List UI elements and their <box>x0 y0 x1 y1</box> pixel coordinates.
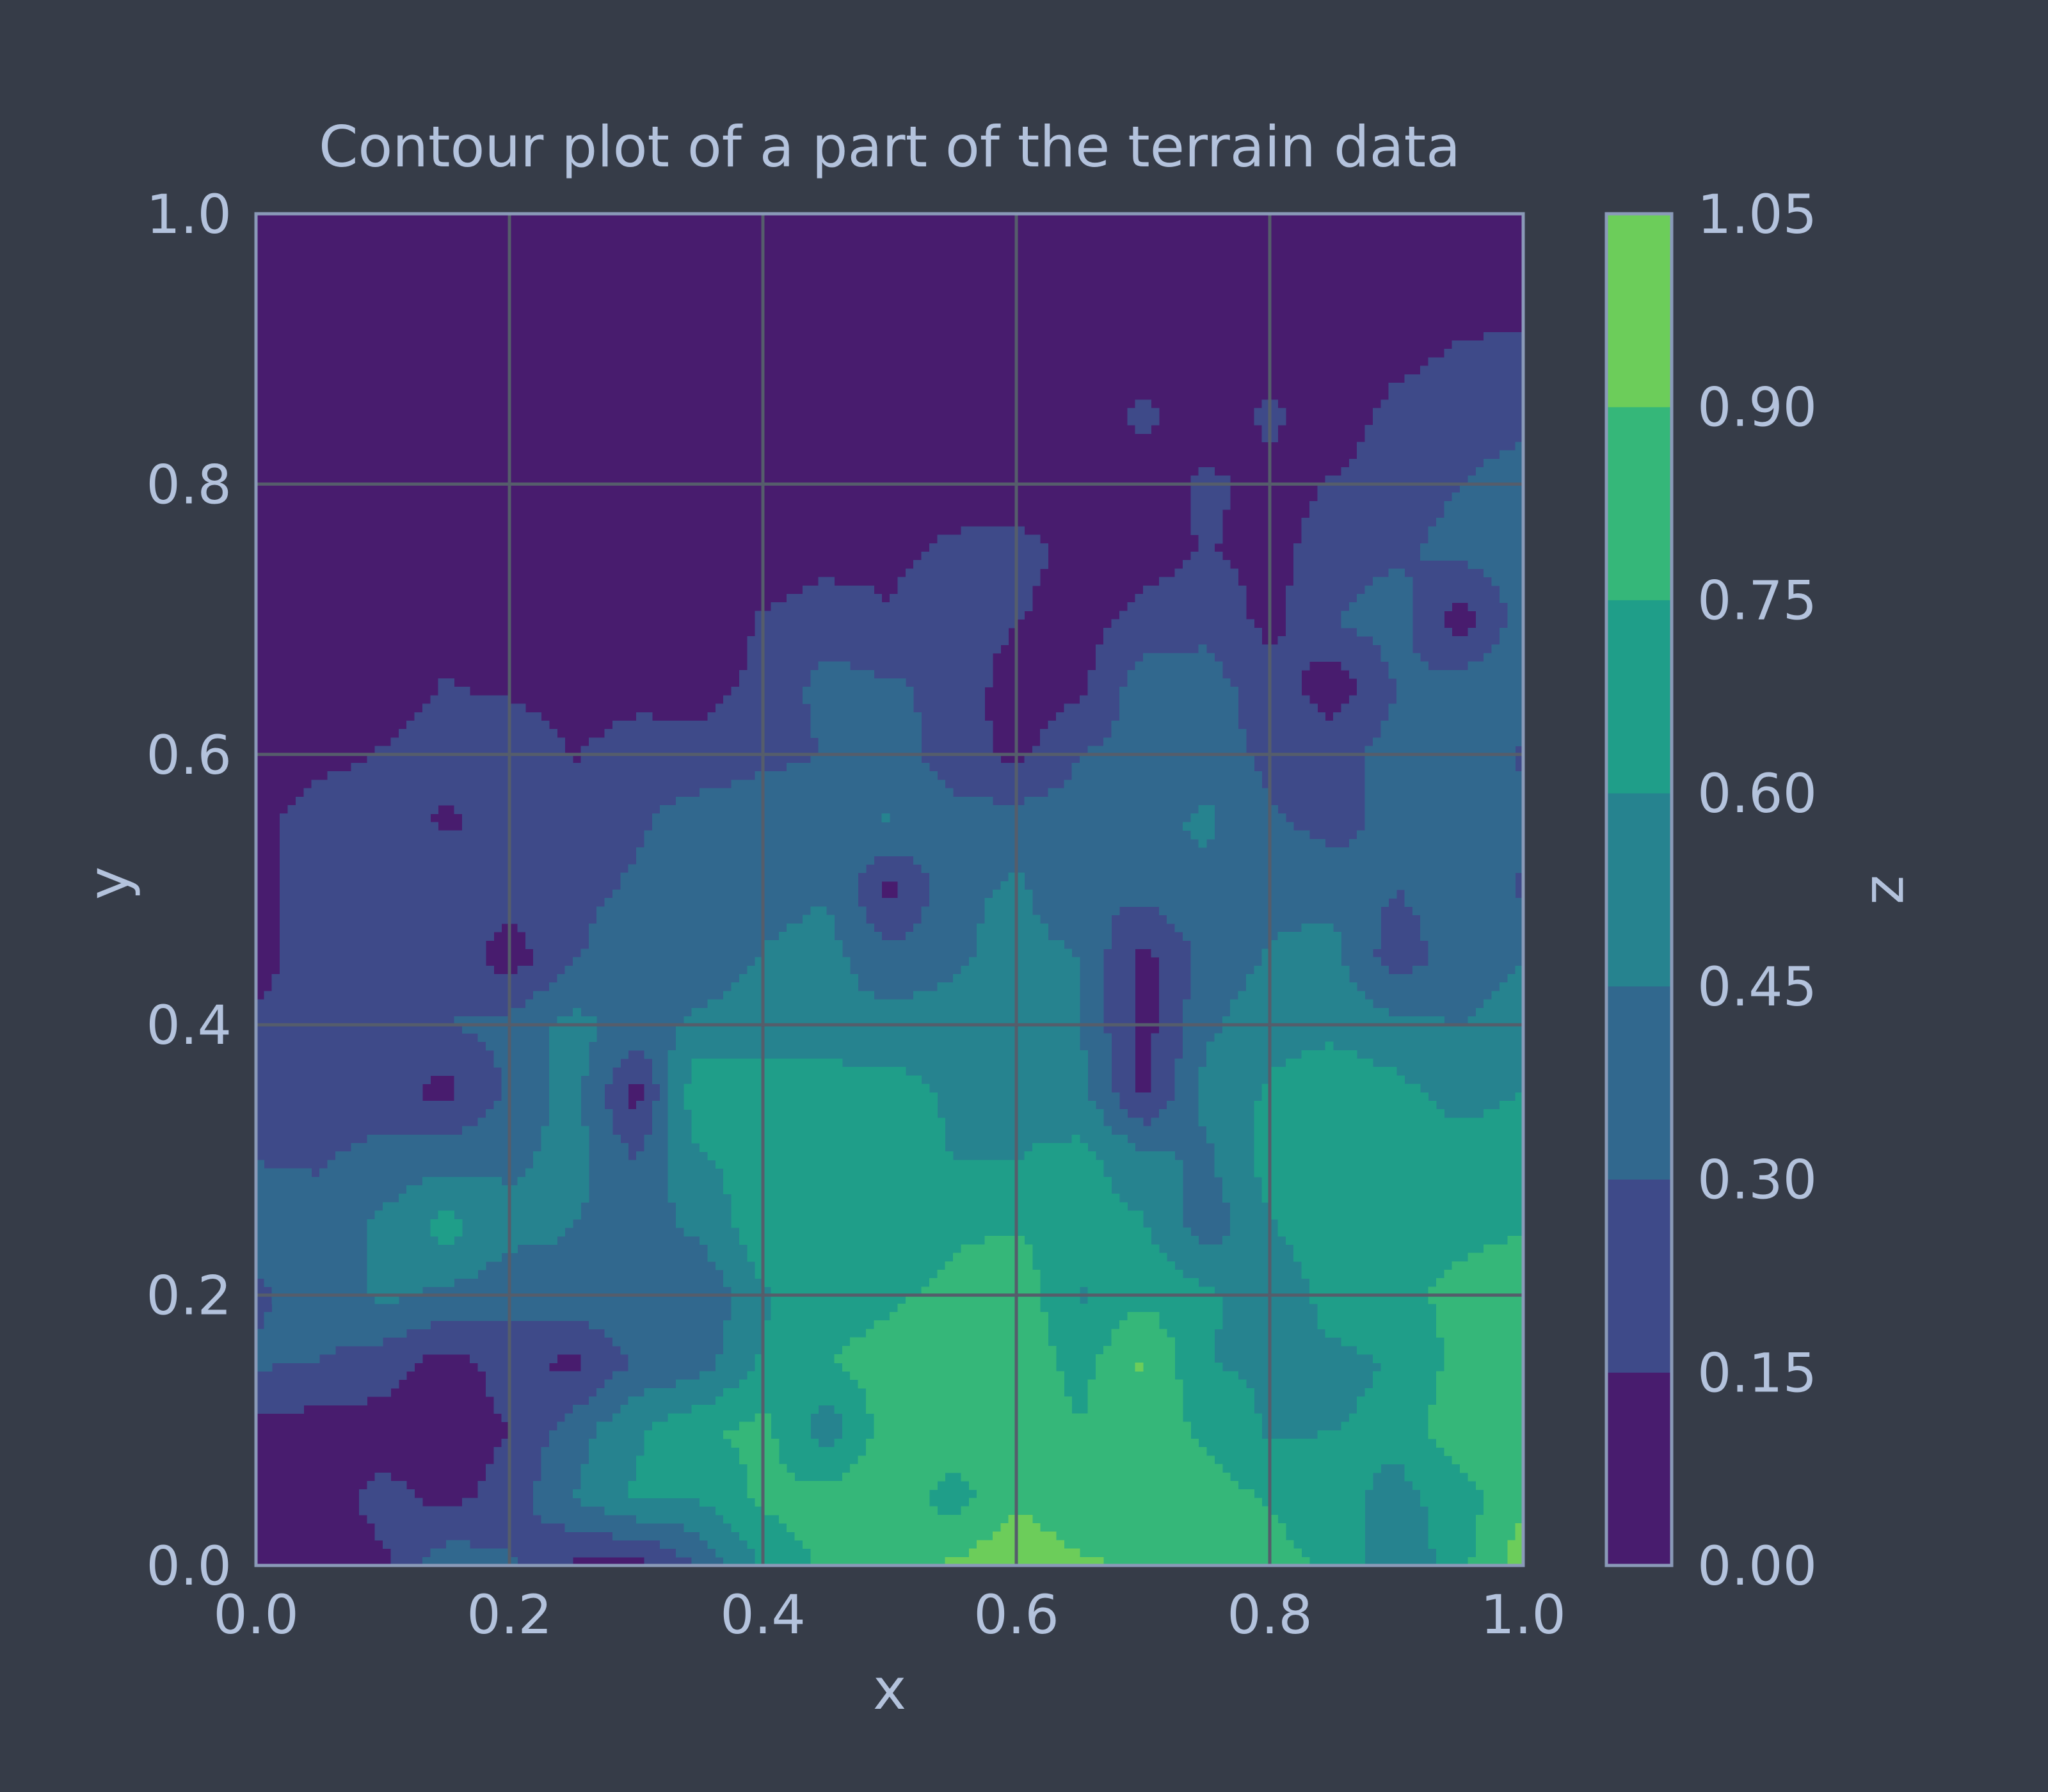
colorbar-segment-2 <box>1606 986 1672 1180</box>
colorbar-tick-label: 0.00 <box>1697 1535 1817 1597</box>
colorbar-segment-5 <box>1606 406 1672 600</box>
x-tick-label: 0.2 <box>467 1583 552 1646</box>
colorbar-ticks: 0.00 0.15 0.30 0.45 0.60 0.75 0.90 1.05 <box>1697 183 1817 1597</box>
contour-band-1 <box>255 332 1524 1566</box>
contour-band-3 <box>367 805 1524 1566</box>
colorbar-segment-1 <box>1606 1179 1672 1373</box>
y-tick-label: 0.8 <box>146 453 232 516</box>
colorbar-tick-label: 0.75 <box>1697 569 1817 632</box>
chart-title: Contour plot of a part of the terrain da… <box>319 114 1460 180</box>
contour-band-4 <box>430 1041 1524 1566</box>
colorbar-frame <box>1604 212 1674 1567</box>
contour-band-5 <box>723 1236 1524 1566</box>
contour-band-2 <box>255 442 1524 1566</box>
colorbar-segment-0 <box>1606 1372 1672 1566</box>
x-tick-label: 0.8 <box>1227 1583 1313 1646</box>
y-tick-label: 0.2 <box>146 1265 232 1327</box>
colorbar <box>1606 214 1672 1566</box>
colorbar-tick-label: 0.60 <box>1697 762 1817 825</box>
x-tick-label: 0.4 <box>720 1583 806 1646</box>
colorbar-segment-4 <box>1606 600 1672 794</box>
colorbar-tick-label: 0.30 <box>1697 1149 1817 1212</box>
colorbar-tick-label: 0.15 <box>1697 1341 1817 1404</box>
x-tick-label: 1.0 <box>1480 1583 1566 1646</box>
y-axis-label: y <box>76 867 141 900</box>
x-tick-label: 0.6 <box>973 1583 1059 1646</box>
plot-frame <box>254 212 1525 1567</box>
x-axis-ticks: 0.0 0.2 0.4 0.6 0.8 1.0 <box>213 1583 1566 1646</box>
x-tick-label: 0.0 <box>213 1583 299 1646</box>
colorbar-segment-6 <box>1606 214 1672 408</box>
y-tick-label: 1.0 <box>146 183 232 246</box>
contour-band-6 <box>945 1363 1524 1566</box>
y-axis-ticks: 0.0 0.2 0.4 0.6 0.8 1.0 <box>146 183 232 1597</box>
y-tick-label: 0.6 <box>146 724 232 787</box>
contour-band-0 <box>255 214 1524 1566</box>
colorbar-tick-label: 1.05 <box>1697 183 1817 246</box>
colorbar-segment-3 <box>1606 793 1672 987</box>
colorbar-tick-label: 0.45 <box>1697 956 1817 1018</box>
y-tick-label: 0.4 <box>146 994 232 1057</box>
plot-area <box>255 214 1524 1566</box>
colorbar-label: z <box>1859 875 1924 904</box>
x-axis-label: x <box>873 1656 906 1722</box>
colorbar-tick-label: 0.90 <box>1697 376 1817 439</box>
y-tick-label: 0.0 <box>146 1535 232 1597</box>
